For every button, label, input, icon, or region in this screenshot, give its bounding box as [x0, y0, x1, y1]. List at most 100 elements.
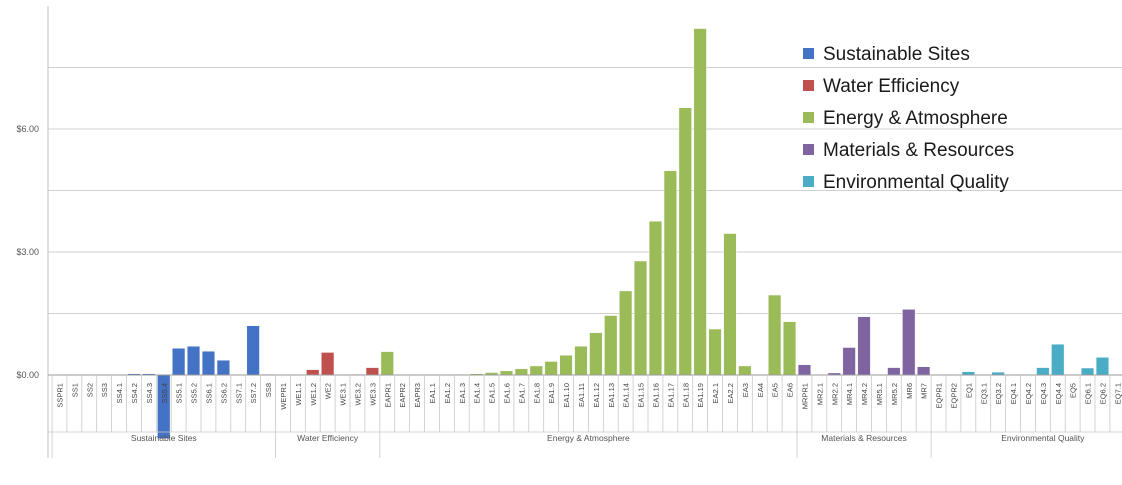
category-label: EA5 [771, 383, 780, 397]
gridlines [48, 67, 1122, 314]
bars [127, 28, 1109, 439]
category-label: SS5.1 [175, 383, 184, 403]
bar-we12 [306, 369, 320, 376]
category-label: EQ4.4 [1054, 383, 1063, 404]
category-label: EAPR3 [413, 383, 422, 408]
bar-we33 [365, 367, 379, 376]
bar-mr41 [842, 347, 856, 376]
category-label: EA1.10 [562, 383, 571, 408]
category-label: MR2.2 [830, 383, 839, 405]
bar-mr6 [902, 309, 916, 376]
category-label: MR5.1 [875, 383, 884, 405]
category-label: EAPR1 [383, 383, 392, 408]
legend-swatch [803, 48, 814, 59]
bar-ea18 [529, 365, 543, 376]
bar-mr52 [887, 367, 901, 376]
bar-ea113 [604, 315, 618, 376]
category-labels: SSPR1 SS1 SS2 SS3 SS4.1 SS4.2 SS4.3 SS5.4 SS5.1 S… [55, 383, 1122, 410]
legend-label: Water Efficiency [823, 76, 960, 97]
category-label: EA6 [786, 383, 795, 397]
category-label: EQ3.1 [979, 383, 988, 404]
category-label: EA1.6 [502, 383, 511, 403]
category-label: EA1.14 [622, 383, 631, 408]
bar-ea21 [708, 328, 722, 376]
legend-label: Sustainable Sites [823, 44, 970, 65]
category-label: WE2 [324, 383, 333, 399]
category-label: EA1.17 [666, 383, 675, 408]
category-label: SS4.2 [130, 383, 139, 403]
bar-eq61 [1081, 367, 1095, 376]
group-label: Sustainable Sites [131, 433, 197, 443]
legend-swatch [803, 112, 814, 123]
category-label: SS4.1 [115, 383, 124, 403]
category-label: SSPR1 [55, 383, 64, 408]
category-label: SS1 [70, 383, 79, 397]
category-label: SS2 [85, 383, 94, 397]
category-label: MR4.2 [860, 383, 869, 405]
y-tick-label: $6.00 [16, 124, 39, 134]
group-label: Environmental Quality [1001, 433, 1085, 443]
category-label: SS8 [264, 383, 273, 397]
category-label: WE3.1 [339, 383, 348, 406]
category-label: EQPR1 [935, 383, 944, 408]
category-label: EQ4.3 [1039, 383, 1048, 404]
legend-swatch [803, 144, 814, 155]
y-tick-label: $0.00 [16, 370, 39, 380]
bar-ea5 [768, 294, 782, 376]
category-label: WE1.2 [309, 383, 318, 406]
category-label: EA1.1 [428, 383, 437, 403]
category-label: EA1.18 [681, 383, 690, 408]
category-label: EQ4.2 [1024, 383, 1033, 404]
bar-ea22 [723, 233, 737, 376]
category-label: EA1.2 [443, 383, 452, 403]
category-label: EQ3.2 [994, 383, 1003, 404]
category-label: WE3.3 [368, 383, 377, 406]
category-label: MRPR1 [800, 383, 809, 409]
bar-eapr1 [380, 351, 394, 376]
category-label: SS3 [100, 383, 109, 397]
group-label: Energy & Atmosphere [547, 433, 630, 443]
category-label: SS6.2 [219, 383, 228, 403]
category-label: EQ5 [1069, 383, 1078, 398]
bar-ea119 [693, 28, 707, 376]
category-label: MR5.2 [890, 383, 899, 405]
bar-ea16 [499, 370, 513, 376]
legend: Sustainable Sites Water Efficiency Energy … [803, 44, 1014, 193]
bar-mr42 [857, 316, 871, 376]
category-label: EA2.1 [711, 383, 720, 403]
category-label: EQ6.2 [1098, 383, 1107, 404]
bar-mr7 [917, 366, 931, 376]
category-label: EQ6.1 [1084, 383, 1093, 404]
legend-label: Materials & Resources [823, 140, 1014, 161]
category-label: EA1.7 [517, 383, 526, 403]
group-labels: Sustainable Sites Water Efficiency Energy … [131, 433, 1085, 443]
y-tick-label: $3.00 [16, 247, 39, 257]
category-label: EA1.13 [607, 383, 616, 408]
category-label: SS5.2 [190, 383, 199, 403]
category-label: MR6 [905, 383, 914, 399]
category-label: SS6.1 [204, 383, 213, 403]
category-label: SS4.3 [145, 383, 154, 403]
category-label: EA1.11 [577, 383, 586, 407]
category-label: EA1.15 [637, 383, 646, 408]
bar-we2 [321, 352, 335, 376]
bar-ea114 [619, 290, 633, 376]
category-label: EA1.3 [458, 383, 467, 403]
bar-eq43 [1036, 367, 1050, 376]
category-label: EA3 [741, 383, 750, 397]
legend-label: Environmental Quality [823, 172, 1009, 193]
category-label: EA1.8 [532, 383, 541, 403]
category-label: SS7.1 [234, 383, 243, 403]
category-label: SS7.2 [249, 383, 258, 403]
bar-ss72 [246, 325, 260, 376]
legend-label: Energy & Atmosphere [823, 108, 1008, 129]
bar-ea116 [648, 221, 662, 376]
bar-mrpr1 [797, 364, 811, 376]
bar-ss52 [187, 346, 201, 376]
bar-ea17 [514, 368, 528, 376]
bar-ea6 [783, 321, 797, 376]
category-label: MR7 [920, 383, 929, 399]
legend-swatch [803, 176, 814, 187]
y-axis-ticks: $0.00 $3.00 $6.00 [16, 124, 39, 380]
category-label: EA1.5 [488, 383, 497, 403]
